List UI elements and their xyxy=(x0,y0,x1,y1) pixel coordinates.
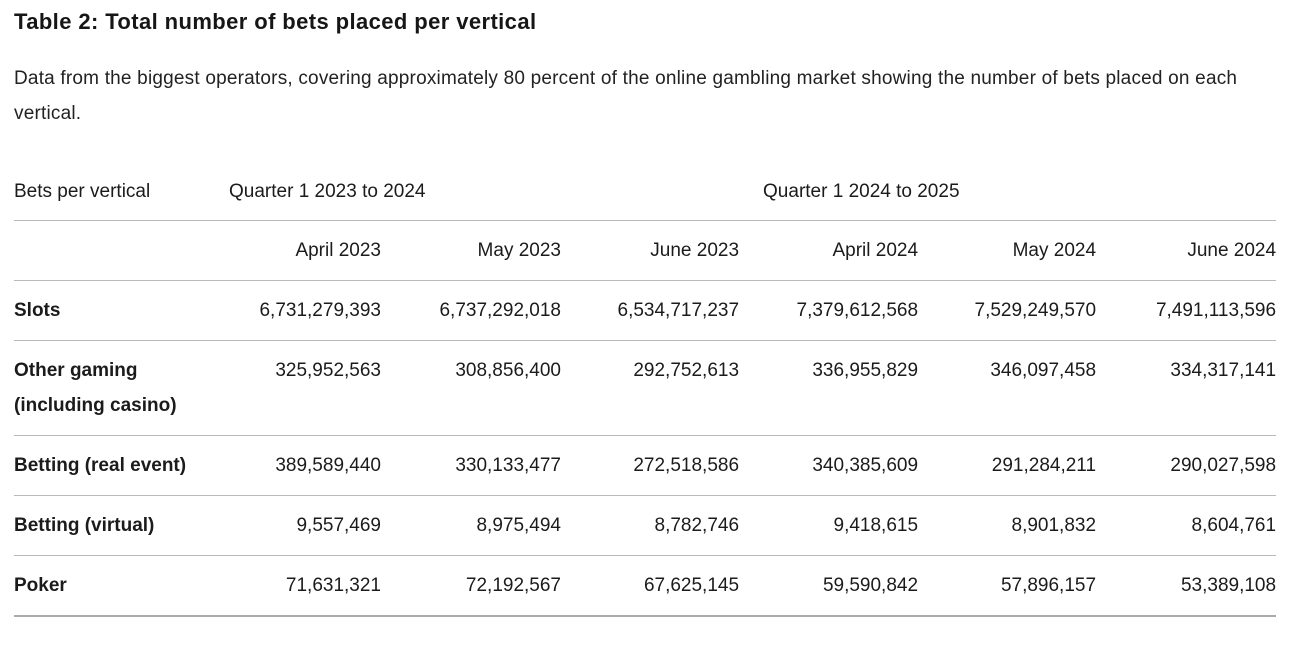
cell-value: 8,975,494 xyxy=(381,495,561,556)
cell-value: 340,385,609 xyxy=(739,435,919,496)
page-description: Data from the biggest operators, coverin… xyxy=(14,68,1238,124)
table-row-betting-virtual: Betting (virtual) 9,557,469 8,975,494 8,… xyxy=(14,495,1277,556)
cell-value: 8,604,761 xyxy=(1096,495,1277,556)
bets-per-vertical-table: Bets per vertical Quarter 1 2023 to 2024… xyxy=(14,161,1277,617)
cell-value: 272,518,586 xyxy=(561,435,740,496)
cell-value: 334,317,141 xyxy=(1096,340,1277,436)
cell-value: 389,589,440 xyxy=(229,435,381,496)
table-row-poker: Poker 71,631,321 72,192,567 67,625,145 5… xyxy=(14,555,1277,617)
cell-value: 8,782,746 xyxy=(561,495,740,556)
row-label: Other gaming (including casino) xyxy=(14,340,229,436)
table-row-betting-real-event: Betting (real event) 389,589,440 330,133… xyxy=(14,435,1277,496)
quarter-header-2023: Quarter 1 2023 to 2024 xyxy=(229,161,740,221)
row-label: Betting (real event) xyxy=(14,435,229,496)
cell-value: 7,529,249,570 xyxy=(918,280,1097,341)
cell-value: 346,097,458 xyxy=(918,340,1097,436)
cell-value: 7,379,612,568 xyxy=(739,280,919,341)
cell-value: 6,731,279,393 xyxy=(229,280,381,341)
cell-value: 6,534,717,237 xyxy=(561,280,740,341)
month-header-june-2024: June 2024 xyxy=(1096,220,1277,281)
cell-value: 67,625,145 xyxy=(561,555,740,617)
month-header-spacer xyxy=(14,220,229,281)
cell-value: 71,631,321 xyxy=(229,555,381,617)
cell-value: 292,752,613 xyxy=(561,340,740,436)
row-label: Betting (virtual) xyxy=(14,495,229,556)
table-quarter-header-row: Bets per vertical Quarter 1 2023 to 2024… xyxy=(14,161,1277,221)
month-header-may-2023: May 2023 xyxy=(381,220,561,281)
month-header-april-2023: April 2023 xyxy=(229,220,381,281)
cell-value: 8,901,832 xyxy=(918,495,1097,556)
cell-value: 290,027,598 xyxy=(1096,435,1277,496)
page-title: Table 2: Total number of bets placed per… xyxy=(14,9,537,34)
quarter-header-2024: Quarter 1 2024 to 2025 xyxy=(739,161,1277,221)
table-row-slots: Slots 6,731,279,393 6,737,292,018 6,534,… xyxy=(14,280,1277,341)
cell-value: 7,491,113,596 xyxy=(1096,280,1277,341)
row-label: Slots xyxy=(14,280,229,341)
table-row-other-gaming: Other gaming (including casino) 325,952,… xyxy=(14,340,1277,436)
month-header-june-2023: June 2023 xyxy=(561,220,740,281)
cell-value: 308,856,400 xyxy=(381,340,561,436)
row-label: Poker xyxy=(14,555,229,617)
table-month-header-row: April 2023 May 2023 June 2023 April 2024… xyxy=(14,220,1277,281)
cell-value: 6,737,292,018 xyxy=(381,280,561,341)
cell-value: 9,557,469 xyxy=(229,495,381,556)
corner-header: Bets per vertical xyxy=(14,161,229,221)
cell-value: 9,418,615 xyxy=(739,495,919,556)
cell-value: 325,952,563 xyxy=(229,340,381,436)
month-header-april-2024: April 2024 xyxy=(739,220,919,281)
cell-value: 57,896,157 xyxy=(918,555,1097,617)
cell-value: 330,133,477 xyxy=(381,435,561,496)
cell-value: 291,284,211 xyxy=(918,435,1097,496)
cell-value: 336,955,829 xyxy=(739,340,919,436)
cell-value: 53,389,108 xyxy=(1096,555,1277,617)
cell-value: 59,590,842 xyxy=(739,555,919,617)
cell-value: 72,192,567 xyxy=(381,555,561,617)
month-header-may-2024: May 2024 xyxy=(918,220,1097,281)
